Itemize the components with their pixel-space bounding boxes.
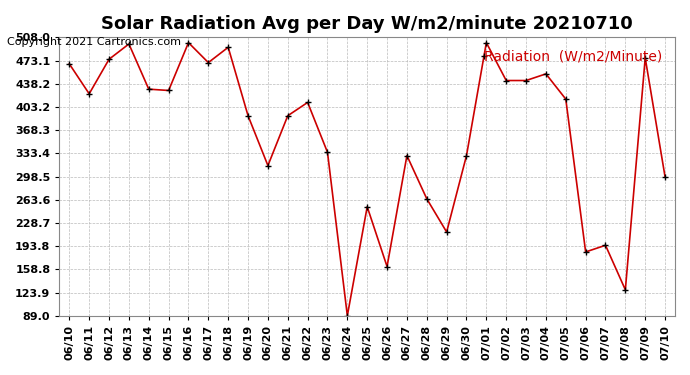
Radiation  (W/m2/Minute) xyxy=(224,45,233,50)
Radiation  (W/m2/Minute) xyxy=(105,57,113,62)
Radiation  (W/m2/Minute) xyxy=(462,153,471,158)
Radiation  (W/m2/Minute) xyxy=(582,250,590,254)
Radiation  (W/m2/Minute) xyxy=(522,78,530,83)
Radiation  (W/m2/Minute) xyxy=(284,114,292,118)
Line: Radiation  (W/m2/Minute): Radiation (W/m2/Minute) xyxy=(66,39,669,319)
Radiation  (W/m2/Minute) xyxy=(542,72,550,76)
Text: Copyright 2021 Cartronics.com: Copyright 2021 Cartronics.com xyxy=(7,37,181,47)
Radiation  (W/m2/Minute) xyxy=(661,175,669,179)
Radiation  (W/m2/Minute) xyxy=(442,230,451,234)
Radiation  (W/m2/Minute) xyxy=(324,150,332,154)
Radiation  (W/m2/Minute) xyxy=(621,288,629,292)
Radiation  (W/m2/Minute) xyxy=(244,114,252,118)
Radiation  (W/m2/Minute) xyxy=(502,78,511,83)
Radiation  (W/m2/Minute) xyxy=(125,42,133,46)
Title: Solar Radiation Avg per Day W/m2/minute 20210710: Solar Radiation Avg per Day W/m2/minute … xyxy=(101,15,633,33)
Radiation  (W/m2/Minute) xyxy=(65,62,73,66)
Radiation  (W/m2/Minute) xyxy=(423,196,431,201)
Radiation  (W/m2/Minute) xyxy=(403,153,411,158)
Radiation  (W/m2/Minute) xyxy=(204,60,213,65)
Radiation  (W/m2/Minute) xyxy=(482,40,491,45)
Radiation  (W/m2/Minute) xyxy=(264,164,272,168)
Radiation  (W/m2/Minute) xyxy=(602,243,610,248)
Radiation  (W/m2/Minute) xyxy=(145,87,153,92)
Radiation  (W/m2/Minute) xyxy=(184,40,193,45)
Radiation  (W/m2/Minute) xyxy=(85,92,93,96)
Radiation  (W/m2/Minute) xyxy=(383,264,391,269)
Radiation  (W/m2/Minute) xyxy=(641,56,649,60)
Radiation  (W/m2/Minute) xyxy=(363,204,371,209)
Radiation  (W/m2/Minute) xyxy=(562,97,570,101)
Radiation  (W/m2/Minute) xyxy=(343,314,351,318)
Radiation  (W/m2/Minute) xyxy=(164,88,172,93)
Legend: Radiation  (W/m2/Minute): Radiation (W/m2/Minute) xyxy=(479,44,668,69)
Radiation  (W/m2/Minute) xyxy=(304,100,312,105)
